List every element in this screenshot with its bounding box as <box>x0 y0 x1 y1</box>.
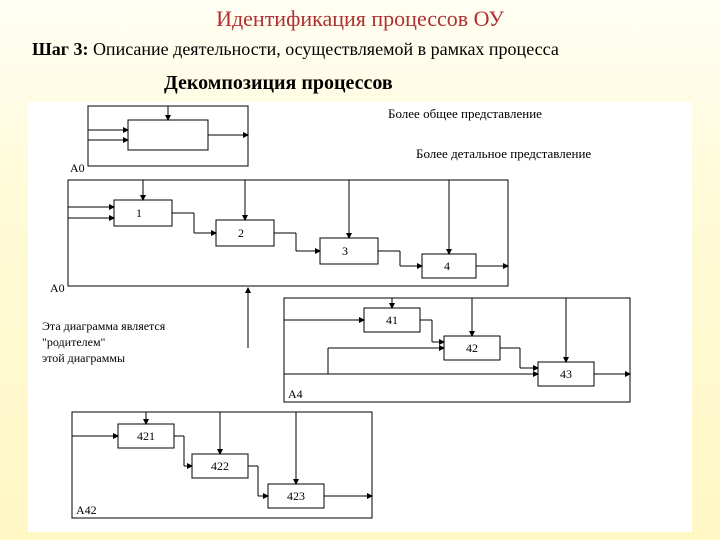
label-box-1: 1 <box>136 206 142 220</box>
label-A4: A4 <box>288 387 303 401</box>
decomposition-heading: Декомпозиция процессов <box>164 72 393 95</box>
box-2 <box>216 220 274 246</box>
step-desc: Описание деятельности, осуществляемой в … <box>93 39 559 59</box>
label-box-422: 422 <box>211 459 229 473</box>
page-title: Идентификация процессов ОУ <box>0 6 720 32</box>
step-label: Шаг 3: <box>32 39 88 59</box>
label-box-423: 423 <box>287 489 305 503</box>
label-box-43: 43 <box>560 367 572 381</box>
label-box-3: 3 <box>342 244 348 258</box>
label-A42: A42 <box>76 503 97 517</box>
label-box-42: 42 <box>466 341 478 355</box>
parent-text-l1: Эта диаграмма является <box>42 319 166 333</box>
label-box-4: 4 <box>444 259 450 273</box>
box-3 <box>320 238 378 264</box>
text-detailed: Более детальное представление <box>416 146 591 161</box>
label-box-421: 421 <box>137 429 155 443</box>
box-1 <box>114 200 172 226</box>
label-A0-mid: A0 <box>50 281 65 295</box>
label-A0-top: A0 <box>70 161 85 175</box>
label-box-41: 41 <box>386 313 398 327</box>
text-general: Более общее представление <box>388 106 542 121</box>
box-A0-inner <box>128 120 208 150</box>
parent-text-l2: "родителем" <box>42 335 106 349</box>
decomposition-diagram: A0 Более общее представление Более детал… <box>28 102 692 532</box>
parent-text-l3: этой диаграммы <box>42 351 125 365</box>
step-text: Шаг 3: Описание деятельности, осуществля… <box>32 38 672 61</box>
diagram-area: A0 Более общее представление Более детал… <box>28 102 692 532</box>
label-box-2: 2 <box>238 226 244 240</box>
